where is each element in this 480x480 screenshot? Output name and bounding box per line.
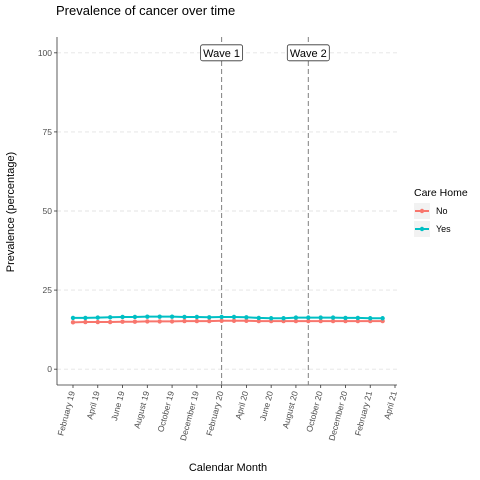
series-line-yes [73, 315, 383, 320]
data-point [318, 318, 323, 324]
legend-label-no: No [436, 206, 448, 216]
x-tick-label: April 19 [85, 390, 102, 421]
data-point [145, 314, 150, 319]
data-point [219, 318, 224, 323]
data-point [83, 315, 88, 321]
x-tick-label: April 21 [382, 390, 399, 421]
x-tick-label: October 20 [304, 390, 325, 433]
data-point [107, 315, 113, 320]
x-tick-label: August 19 [132, 390, 152, 430]
data-point [380, 316, 385, 321]
data-point [256, 318, 261, 324]
data-point [343, 315, 348, 321]
data-point [120, 314, 125, 320]
data-point [107, 319, 113, 325]
legend-title: Care Home [414, 187, 468, 199]
data-point [343, 318, 348, 324]
data-point [95, 319, 100, 325]
y-tick-label: 75 [43, 127, 53, 137]
data-point [132, 314, 138, 320]
data-point [330, 318, 336, 324]
wave-label-box [200, 44, 244, 62]
data-point [70, 315, 76, 321]
data-point [207, 318, 212, 324]
legend-key-point [419, 226, 425, 232]
data-point [306, 315, 311, 320]
x-tick-label: February 20 [204, 390, 226, 437]
wave-label: Wave 1 [203, 48, 240, 60]
data-point [145, 319, 150, 324]
x-tick-label: June 20 [258, 390, 276, 422]
data-point [95, 315, 100, 320]
series-layer [70, 314, 385, 325]
legend-key-point [419, 208, 425, 214]
y-tick-label: 50 [43, 206, 53, 216]
data-point [231, 318, 237, 323]
data-point [207, 315, 212, 320]
data-point [355, 315, 361, 321]
data-point [219, 314, 224, 320]
data-point [194, 314, 200, 320]
annotations: Wave 1 Wave 2 [200, 37, 330, 385]
data-point [281, 316, 286, 321]
data-point [120, 319, 125, 324]
x-tick-label: February 19 [55, 390, 77, 437]
wave-label-box [286, 44, 330, 62]
data-point [231, 314, 237, 320]
data-point [293, 315, 299, 320]
x-tick-label: October 19 [155, 390, 176, 433]
data-point [169, 319, 175, 324]
data-point [368, 316, 373, 321]
data-point [268, 316, 274, 321]
x-tick-label: December 19 [178, 390, 201, 442]
data-point [355, 318, 361, 324]
data-point [182, 318, 187, 324]
axes: 0 25 50 75 100 February 19 April 19 June 19 Augu… [38, 37, 399, 442]
chart-title: Prevalence of cancer over time [56, 3, 235, 18]
data-point [194, 318, 200, 324]
data-point [83, 319, 88, 325]
data-point [244, 318, 249, 323]
y-tick-label: 100 [38, 48, 52, 58]
series-line-no [72, 319, 383, 324]
x-tick-label: February 21 [353, 390, 375, 437]
y-tick-label: 0 [47, 364, 52, 374]
data-point [256, 315, 261, 321]
y-axis-title: Prevalence (percentage) [5, 152, 17, 272]
legend: Care Home No Yes [414, 187, 468, 237]
data-point [293, 318, 299, 324]
legend-label-yes: Yes [436, 224, 451, 234]
data-point [318, 315, 323, 320]
y-tick-label: 25 [43, 285, 53, 295]
wave-label: Wave 2 [290, 48, 327, 60]
data-point [157, 319, 162, 324]
data-point [169, 314, 175, 319]
data-point [244, 315, 249, 320]
x-axis-title: Calendar Month [189, 462, 267, 474]
data-point [330, 315, 336, 320]
x-tick-label: April 20 [233, 390, 250, 421]
data-point [157, 314, 162, 319]
x-tick-label: August 20 [280, 390, 300, 430]
data-point [182, 314, 187, 320]
x-tick-label: December 20 [327, 390, 350, 442]
data-point [306, 318, 311, 324]
data-point [70, 320, 76, 325]
x-tick-label: June 19 [109, 390, 127, 422]
data-point [132, 319, 138, 324]
